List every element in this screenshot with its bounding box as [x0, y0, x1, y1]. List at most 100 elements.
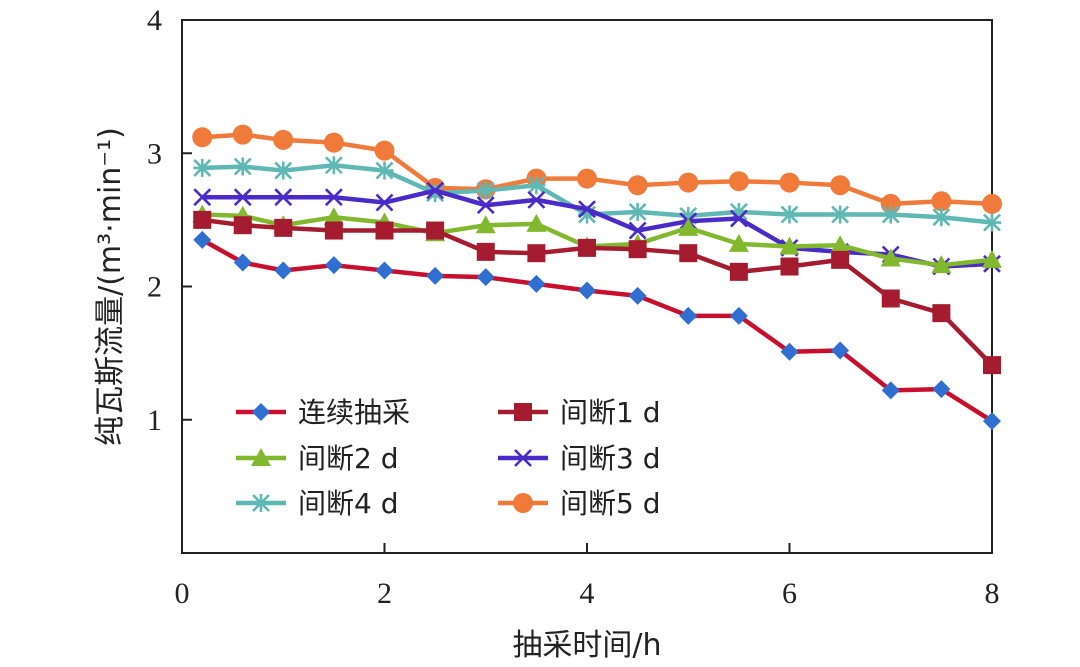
data-point: [831, 341, 850, 360]
legend-swatch-marker: [513, 493, 533, 513]
y-tick-label: 3: [147, 137, 162, 170]
data-point: [527, 176, 546, 195]
data-point: [628, 221, 647, 240]
data-point: [578, 281, 596, 300]
data-point: [274, 261, 293, 280]
data-point: [779, 236, 800, 255]
data-point: [476, 196, 495, 215]
data-point: [375, 161, 394, 180]
x-tick-label: 0: [175, 577, 190, 610]
data-point: [193, 188, 212, 207]
marker-stroke: [193, 188, 212, 207]
legend-label: 间断1 d: [560, 396, 661, 429]
data-point: [932, 304, 951, 323]
data-point: [323, 132, 344, 153]
data-point: [527, 190, 546, 209]
data-point: [426, 181, 445, 200]
legend-label: 间断4 d: [298, 487, 399, 520]
legend-item: 间断5 d: [498, 487, 661, 520]
series-line: [202, 212, 993, 268]
data-point: [324, 188, 343, 207]
series-1: [193, 230, 1001, 431]
data-point: [931, 255, 952, 274]
data-point: [678, 217, 699, 236]
data-point: [982, 193, 1002, 214]
data-point: [830, 175, 851, 196]
data-point: [375, 193, 394, 212]
data-point: [932, 380, 951, 399]
data-point: [193, 230, 212, 249]
data-point: [233, 188, 252, 207]
data-point: [982, 249, 1002, 268]
y-axis-title: 纯瓦斯流量/(m³·min⁻¹): [93, 127, 128, 446]
data-point: [233, 253, 252, 272]
data-point: [983, 412, 1001, 431]
data-point: [880, 248, 901, 267]
x-tick-label: 6: [782, 577, 797, 610]
marker-stroke: [233, 188, 252, 207]
legend-swatch-marker: [252, 494, 270, 512]
data-point: [780, 257, 799, 276]
data-point: [983, 356, 1001, 375]
data-point: [193, 158, 212, 177]
data-point: [527, 244, 546, 263]
legend: 连续抽采 间断1 d 间断2 d 间断3 d 间断4 d 间断5 d: [236, 396, 661, 520]
data-point: [881, 381, 900, 400]
data-point: [274, 218, 293, 237]
data-point: [274, 161, 293, 180]
data-point: [375, 221, 394, 240]
data-point: [476, 181, 495, 200]
legend-label: 间断2 d: [298, 442, 399, 475]
marker-stroke: [527, 190, 546, 209]
data-point: [628, 286, 647, 305]
data-point: [628, 240, 647, 259]
data-point: [678, 172, 699, 193]
marker-stroke: [375, 193, 394, 212]
data-point: [324, 256, 343, 275]
legend-item: 间断2 d: [236, 442, 399, 475]
data-point: [577, 168, 597, 189]
data-point: [233, 157, 252, 176]
data-point: [729, 306, 748, 325]
marker-stroke: [628, 221, 647, 240]
marker-stroke: [729, 209, 748, 228]
data-point: [527, 274, 546, 293]
data-point: [476, 268, 495, 287]
data-point: [193, 210, 212, 229]
marker-stroke: [324, 188, 343, 207]
data-point: [881, 205, 900, 224]
data-point: [323, 207, 344, 226]
data-point: [375, 261, 394, 280]
series-5: [193, 156, 1001, 232]
data-point: [729, 262, 748, 281]
legend-swatch-marker: [514, 403, 532, 421]
legend-label: 连续抽采: [298, 396, 410, 429]
legend-item: 间断3 d: [498, 442, 661, 475]
data-point: [273, 129, 294, 150]
data-point: [232, 124, 253, 145]
data-point: [426, 221, 445, 240]
y-tick-label: 2: [147, 271, 162, 304]
x-tick-label: 2: [377, 577, 392, 610]
x-tick-label: 4: [580, 577, 595, 610]
data-point: [983, 213, 1001, 232]
series-layer: [192, 124, 1002, 431]
data-point: [192, 127, 213, 148]
marker-stroke: [274, 188, 293, 207]
data-point: [830, 235, 851, 254]
legend-item: 间断1 d: [498, 396, 661, 429]
data-point: [233, 216, 252, 235]
x-axis-title: 抽采时间/h: [512, 628, 661, 663]
data-point: [831, 205, 850, 224]
legend-label: 间断5 d: [560, 487, 661, 520]
legend-swatch-marker: [252, 403, 270, 421]
data-point: [729, 209, 748, 228]
data-point: [526, 213, 547, 232]
data-point: [374, 140, 395, 161]
legend-label: 间断3 d: [560, 442, 661, 475]
series-2: [193, 210, 1001, 375]
legend-item: 间断4 d: [236, 487, 399, 520]
data-point: [780, 205, 799, 224]
marker-stroke: [578, 200, 596, 219]
